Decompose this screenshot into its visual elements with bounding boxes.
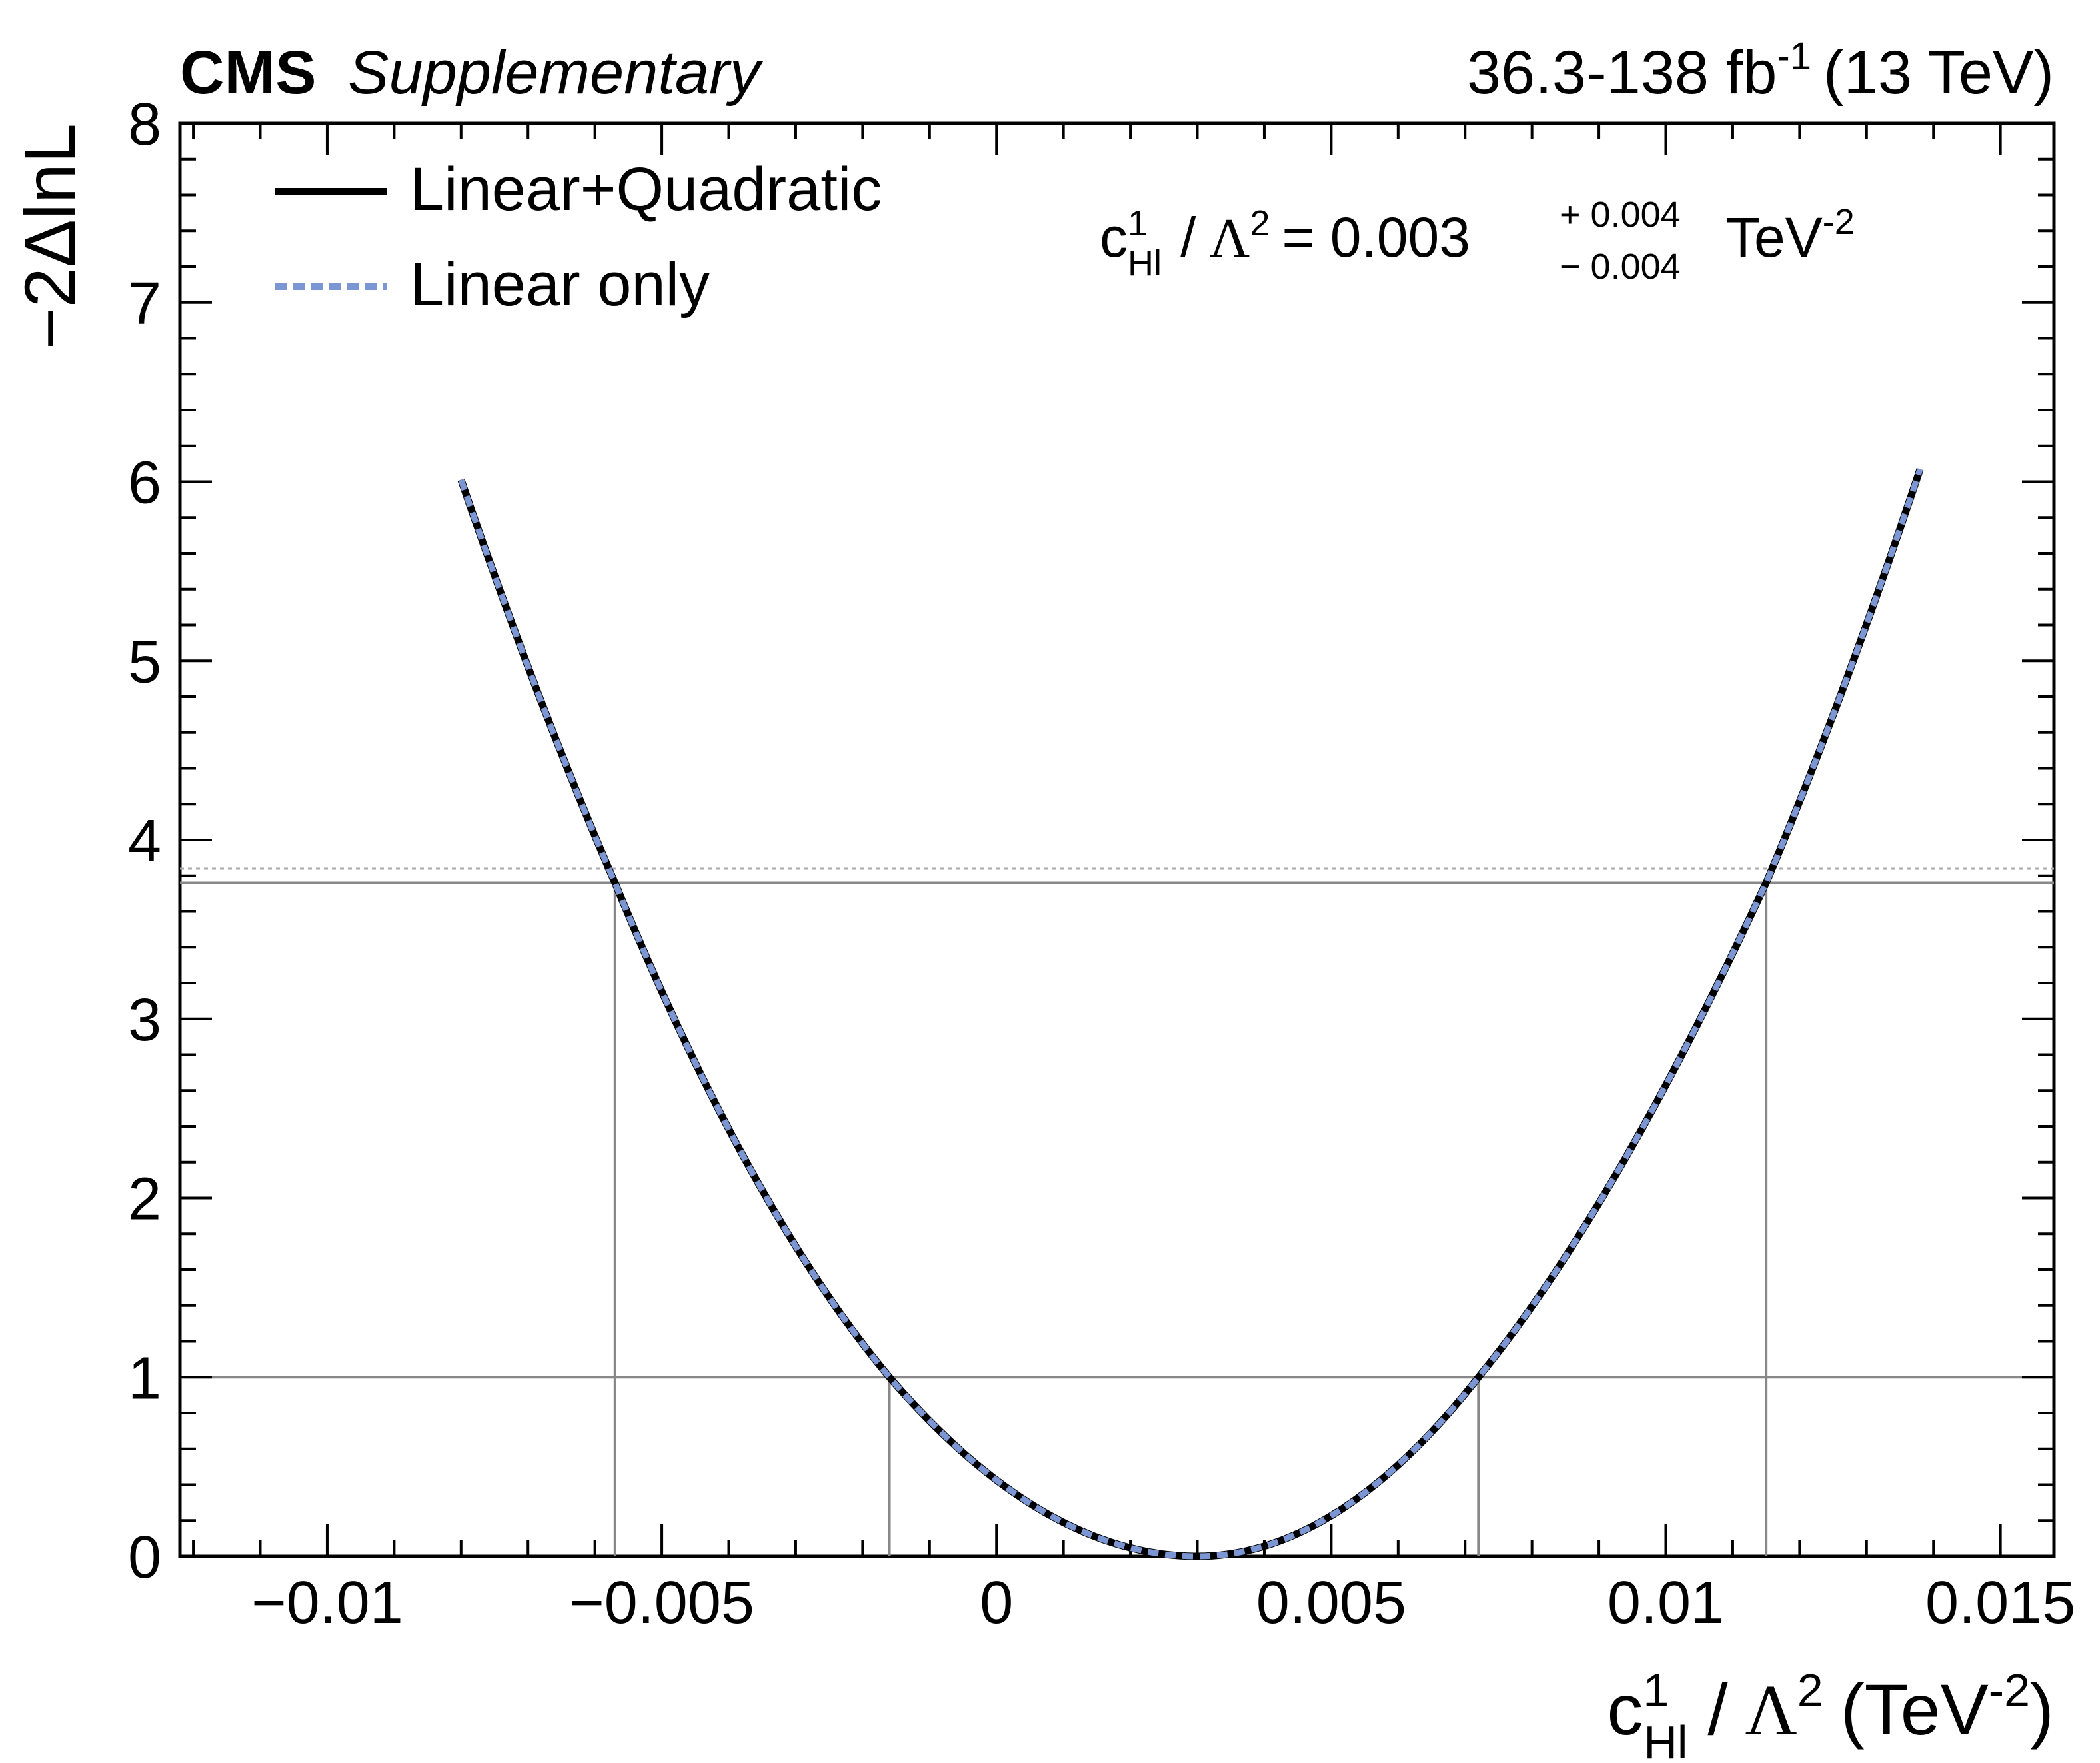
y-tick-label: 4 [128,808,161,875]
plot-frame [178,121,2056,1558]
x-tick-label: 0.01 [1607,1570,1724,1636]
y-tick-label: 2 [128,1166,161,1233]
cms-header: CMS Supplementary [180,39,764,107]
result-unit: TeV-2 [1726,202,1855,269]
y-tick-label: 1 [128,1345,161,1412]
fit-result: c1 Hl / Λ2 = 0.003 + 0.004 − 0.004 TeV-2 [1100,195,1855,287]
series-linear-only [458,468,1923,1560]
result-symbol: c [1100,206,1128,269]
tick-labels: −0.01 −0.005 0 0.005 0.01 0.015 0 1 2 3 4 5 6 7 8 [128,91,2075,1636]
legend-label-linear-quadratic: Linear+Quadratic [410,155,882,223]
y-tick-label: 7 [128,271,161,337]
x-axis-title: c1 Hl / Λ2 (TeV-2) [1607,1664,2054,1763]
x-axis-unit-close: ) [2030,1669,2054,1750]
lumi-exponent: -1 [1777,35,1811,78]
result-err-up: + 0.004 [1560,195,1681,235]
result-expression: c1 Hl / Λ2 = 0.003 [1100,203,1470,283]
y-tick-label: 0 [128,1524,161,1591]
x-axis-symbol: c [1607,1669,1643,1750]
result-lambda-exp: 2 [1250,203,1270,243]
result-lambda: Λ [1209,207,1250,269]
x-tick-label: −0.005 [569,1570,754,1636]
x-tick-label: 0.015 [1925,1570,2075,1636]
result-slash: / [1180,206,1196,269]
experiment-label: CMS [180,39,316,107]
x-tick-label: −0.01 [251,1570,403,1636]
result-value: = 0.003 [1282,206,1470,269]
x-axis-symbol-sub: Hl [1643,1716,1687,1763]
result-symbol-sup: 1 [1128,203,1148,243]
legend-label-linear-only: Linear only [410,251,710,319]
x-axis-unit-open: (TeV [1841,1669,1989,1750]
x-axis-symbol-sup: 1 [1643,1664,1669,1716]
reference-lines [180,867,2054,1556]
result-unit-text: TeV [1726,206,1823,269]
y-tick-label: 3 [128,987,161,1054]
x-tick-label: 0.005 [1256,1570,1406,1636]
result-symbol-sub: Hl [1128,243,1162,283]
x-tick-label: 0 [980,1570,1013,1636]
lumi-label: 36.3-138 fb-1 (13 TeV) [1467,35,2054,107]
result-err-down: − 0.004 [1560,247,1681,287]
supplementary-tag: Supplementary [348,39,764,107]
energy-label: (13 TeV) [1823,39,2054,107]
y-tick-label: 8 [128,91,161,158]
y-tick-label: 5 [128,629,161,695]
y-axis-title: −2ΔlnL [9,123,90,349]
y-tick-label: 6 [128,450,161,517]
curves [457,467,1924,1560]
x-axis-lambda-exp: 2 [1797,1664,1823,1716]
x-axis-unit-exp: -2 [1989,1664,2030,1716]
lumi-value: 36.3-138 fb [1467,39,1777,107]
legend: Linear+Quadratic Linear only [275,155,882,319]
x-axis-lambda: Λ [1745,1671,1797,1750]
x-axis-slash: / [1707,1669,1727,1750]
result-unit-exp: -2 [1823,202,1855,242]
axis-ticks [180,122,2054,1558]
